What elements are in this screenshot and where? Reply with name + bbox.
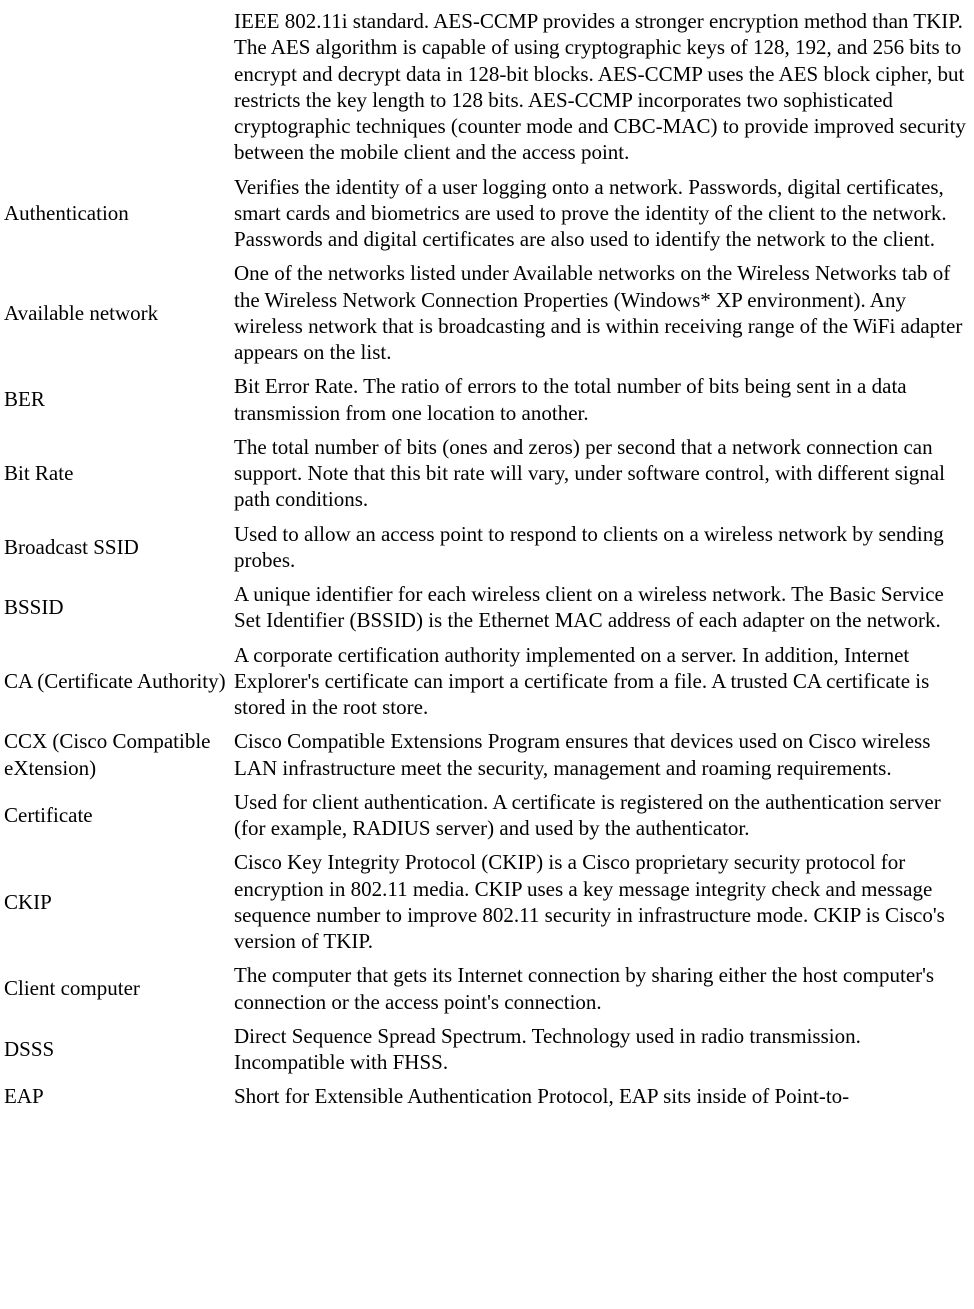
glossary-term: Authentication [4, 170, 234, 257]
glossary-definition: Bit Error Rate. The ratio of errors to t… [234, 369, 970, 430]
glossary-term: BSSID [4, 577, 234, 638]
table-row: Certificate Used for client authenticati… [4, 785, 970, 846]
table-row: CKIP Cisco Key Integrity Protocol (CKIP)… [4, 845, 970, 958]
glossary-definition: A corporate certification authority impl… [234, 638, 970, 725]
glossary-term: EAP [4, 1079, 234, 1113]
glossary-term: DSSS [4, 1019, 234, 1080]
table-row: CCX (Cisco Compatible eXtension) Cisco C… [4, 724, 970, 785]
table-row: IEEE 802.11i standard. AES-CCMP provides… [4, 4, 970, 170]
glossary-term: Broadcast SSID [4, 517, 234, 578]
table-row: DSSS Direct Sequence Spread Spectrum. Te… [4, 1019, 970, 1080]
glossary-definition: Used for client authentication. A certif… [234, 785, 970, 846]
glossary-term: Available network [4, 256, 234, 369]
glossary-term [4, 4, 234, 170]
table-row: Bit Rate The total number of bits (ones … [4, 430, 970, 517]
glossary-term: CKIP [4, 845, 234, 958]
glossary-term: Client computer [4, 958, 234, 1019]
glossary-definition: Cisco Key Integrity Protocol (CKIP) is a… [234, 845, 970, 958]
table-row: BER Bit Error Rate. The ratio of errors … [4, 369, 970, 430]
table-row: Available network One of the networks li… [4, 256, 970, 369]
glossary-definition: A unique identifier for each wireless cl… [234, 577, 970, 638]
glossary-term: Bit Rate [4, 430, 234, 517]
table-row: CA (Certificate Authority) A corporate c… [4, 638, 970, 725]
glossary-definition: Cisco Compatible Extensions Program ensu… [234, 724, 970, 785]
glossary-definition: Verifies the identity of a user logging … [234, 170, 970, 257]
table-row: EAP Short for Extensible Authentication … [4, 1079, 970, 1113]
table-row: BSSID A unique identifier for each wirel… [4, 577, 970, 638]
glossary-definition: Used to allow an access point to respond… [234, 517, 970, 578]
glossary-definition: The total number of bits (ones and zeros… [234, 430, 970, 517]
glossary-definition: Short for Extensible Authentication Prot… [234, 1079, 970, 1113]
glossary-body: IEEE 802.11i standard. AES-CCMP provides… [4, 4, 970, 1114]
glossary-definition: Direct Sequence Spread Spectrum. Technol… [234, 1019, 970, 1080]
glossary-term: CA (Certificate Authority) [4, 638, 234, 725]
glossary-definition: One of the networks listed under Availab… [234, 256, 970, 369]
glossary-definition: The computer that gets its Internet conn… [234, 958, 970, 1019]
table-row: Client computer The computer that gets i… [4, 958, 970, 1019]
glossary-term: CCX (Cisco Compatible eXtension) [4, 724, 234, 785]
glossary-term: BER [4, 369, 234, 430]
glossary-table: IEEE 802.11i standard. AES-CCMP provides… [4, 4, 970, 1114]
glossary-definition: IEEE 802.11i standard. AES-CCMP provides… [234, 4, 970, 170]
glossary-term: Certificate [4, 785, 234, 846]
table-row: Broadcast SSID Used to allow an access p… [4, 517, 970, 578]
table-row: Authentication Verifies the identity of … [4, 170, 970, 257]
